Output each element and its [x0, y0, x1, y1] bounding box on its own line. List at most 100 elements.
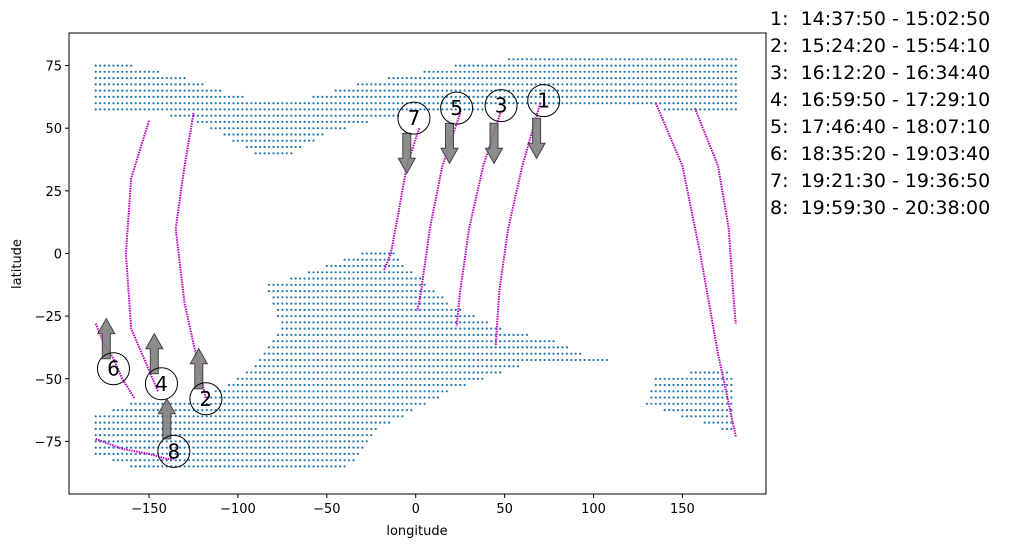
grid-point [632, 70, 635, 73]
marker-label-8: 8 [168, 439, 181, 463]
grid-point [285, 108, 288, 111]
grid-point [672, 70, 675, 73]
grid-point [227, 452, 231, 455]
grid-point [352, 352, 355, 355]
grid-point [503, 95, 506, 98]
grid-point [210, 402, 213, 405]
grid-point [441, 83, 444, 86]
grid-point [725, 409, 729, 412]
grid-point [730, 427, 733, 430]
grid-point [534, 77, 537, 80]
grid-point [361, 396, 364, 399]
grid-point [579, 352, 582, 355]
grid-point [614, 102, 617, 105]
grid-point [210, 415, 213, 418]
grid-point [281, 446, 284, 449]
grid-point [112, 427, 115, 430]
grid-point [347, 383, 351, 387]
grid-point [396, 340, 399, 343]
grid-point [143, 427, 146, 430]
grid-point [343, 89, 346, 92]
grid-point [343, 114, 346, 117]
grid-point [703, 402, 706, 405]
grid-point [187, 108, 191, 111]
grid-point [325, 102, 328, 105]
grid-point [672, 102, 675, 105]
grid-point [125, 434, 128, 437]
grid-point [285, 459, 288, 462]
grid-point [321, 459, 324, 462]
grid-point [681, 95, 684, 98]
grid-point [370, 290, 373, 293]
y-tick-label: 25 [45, 185, 62, 200]
grid-point [312, 277, 315, 280]
grid-point [343, 340, 346, 343]
marker-circle-3 [484, 89, 518, 123]
grid-point [570, 102, 573, 105]
grid-point [379, 340, 382, 343]
grid-point [703, 64, 706, 67]
grid-point [232, 390, 235, 393]
grid-point [414, 333, 417, 336]
grid-point [388, 296, 391, 299]
grid-point [374, 340, 377, 343]
grid-point [468, 64, 471, 67]
grid-point [285, 120, 288, 123]
grid-point [339, 377, 342, 380]
grid-point [254, 114, 257, 117]
grid-point [632, 95, 635, 98]
grid-point [267, 365, 271, 368]
grid-point [334, 346, 337, 349]
grid-point [699, 409, 702, 412]
grid-point [361, 415, 364, 418]
grid-point [330, 333, 333, 336]
grid-point [223, 421, 226, 424]
grid-point [321, 271, 324, 274]
grid-point [316, 446, 319, 449]
grid-point [325, 127, 328, 130]
grid-point [316, 283, 319, 286]
grid-point [721, 396, 724, 399]
grid-point [445, 333, 448, 336]
grid-point [112, 83, 115, 86]
grid-point [174, 108, 177, 111]
grid-point [716, 409, 720, 412]
grid-point [534, 352, 537, 355]
grid-point [170, 446, 173, 449]
grid-point [299, 390, 302, 393]
grid-point [690, 371, 693, 374]
grid-point [676, 383, 680, 387]
grid-point [428, 315, 431, 318]
grid-point [676, 95, 680, 98]
grid-point [388, 358, 391, 362]
grid-point [699, 64, 702, 67]
grid-point [556, 70, 560, 73]
grid-point [383, 409, 386, 412]
grid-point [468, 315, 471, 318]
grid-point [192, 95, 195, 98]
grid-point [285, 290, 288, 293]
grid-point [201, 83, 204, 86]
grid-point [139, 102, 142, 105]
grid-point [730, 70, 733, 73]
grid-point [485, 327, 488, 330]
grid-point [325, 459, 328, 462]
grid-point [392, 271, 395, 274]
grid-point [187, 440, 191, 443]
grid-point [659, 377, 662, 380]
marker-label-3: 3 [495, 94, 508, 118]
grid-point [405, 321, 408, 324]
grid-point [316, 452, 319, 455]
grid-point [356, 346, 359, 349]
grid-point [232, 465, 235, 468]
grid-point [392, 258, 395, 261]
grid-point [645, 89, 649, 92]
grid-point [668, 77, 671, 80]
grid-point [94, 102, 97, 105]
grid-point [676, 58, 680, 61]
grid-point [174, 452, 177, 455]
grid-point [254, 440, 257, 443]
grid-point [245, 127, 248, 130]
grid-point [232, 396, 235, 399]
